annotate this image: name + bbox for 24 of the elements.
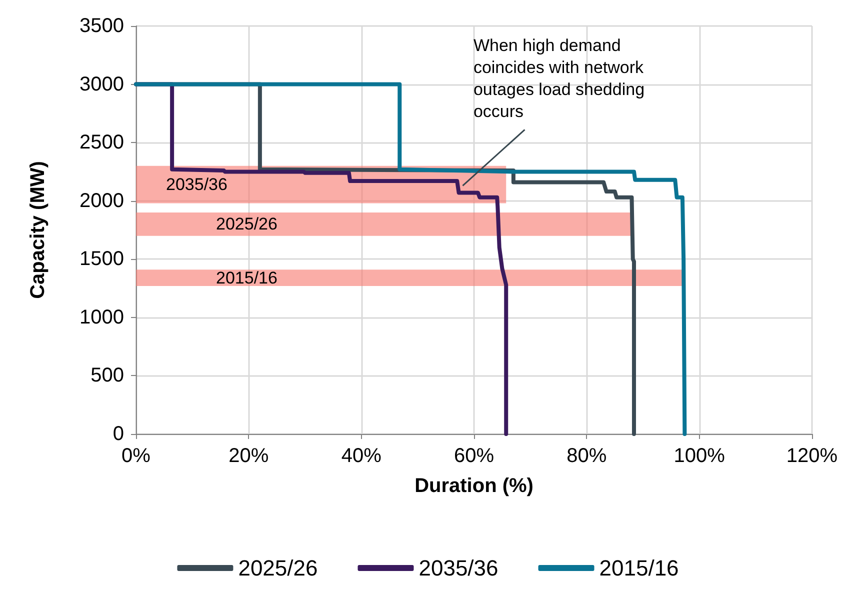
x-tick-label: 0%	[122, 445, 151, 467]
y-tick-label: 500	[90, 364, 124, 387]
y-tick-label: 0	[112, 423, 124, 445]
x-tick-label: 120%	[786, 445, 838, 467]
x-tick-label: 80%	[566, 445, 607, 467]
legend-label: 2035/36	[418, 556, 498, 580]
x-tick-label: 40%	[341, 445, 382, 467]
annotation: When high demand coincides with network outages load shedding occurs	[473, 36, 650, 121]
x-tick-label: 100%	[674, 445, 726, 467]
x-tick-label: 20%	[228, 445, 269, 467]
y-tick-label: 2000	[80, 190, 124, 212]
y-tick-label: 2500	[80, 132, 124, 154]
band-label: 2015/16	[216, 268, 278, 288]
y-tick-label: 1000	[80, 306, 124, 328]
y-tick-label: 3500	[80, 15, 124, 37]
y-tick-label: 3000	[80, 73, 124, 96]
legend-label: 2015/16	[599, 556, 679, 580]
band-label: 2025/26	[216, 214, 278, 234]
x-axis-title: Duration (%)	[414, 475, 534, 497]
y-tick-label: 1500	[80, 248, 124, 270]
band-label: 2035/36	[166, 175, 228, 194]
y-axis-title: Capacity (MW)	[27, 161, 49, 299]
legend-label: 2025/26	[238, 556, 318, 580]
x-tick-label: 60%	[454, 445, 494, 467]
